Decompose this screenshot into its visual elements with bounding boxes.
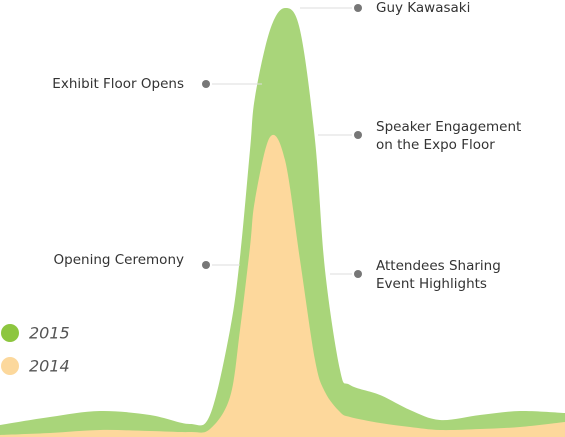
legend-swatch — [1, 324, 19, 342]
area — [0, 134, 565, 437]
annotation-dot — [354, 131, 362, 139]
annotation: on the Expo Floor — [376, 137, 495, 153]
annotation-dot — [354, 4, 362, 12]
annotation-dot — [354, 270, 362, 278]
annotation: Attendees Sharing — [376, 258, 501, 274]
annotation-dot — [202, 261, 210, 269]
legend-label: 2014 — [29, 357, 70, 376]
annotation: Opening Ceremony — [54, 252, 184, 268]
annotation: Speaker Engagement — [376, 119, 521, 135]
annotation-dot — [202, 80, 210, 88]
annotation: Guy Kawasaki — [376, 0, 470, 16]
legend-label: 2015 — [29, 324, 70, 343]
annotation: Event Highlights — [376, 276, 487, 292]
legend-swatch — [1, 357, 19, 375]
annotation: Exhibit Floor Opens — [52, 76, 184, 92]
